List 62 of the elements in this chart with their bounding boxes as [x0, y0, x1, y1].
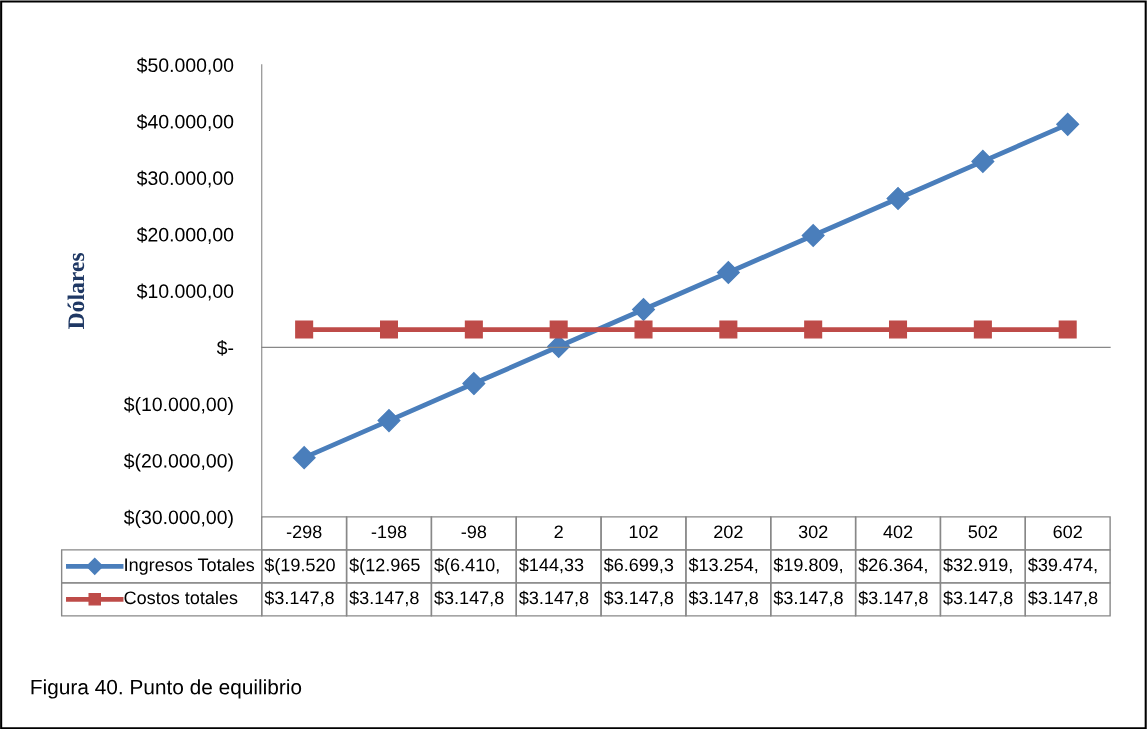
y-tick-label: $(10.000,00) — [123, 396, 233, 416]
y-axis-title: Dólares — [67, 252, 85, 329]
data-label: $39.474, — [1028, 557, 1097, 574]
data-label: $(6.410, — [434, 557, 499, 575]
data-label: $13.254, — [688, 557, 758, 574]
y-tick-label: $(20.000,00) — [123, 453, 233, 472]
x-tick-label: 102 — [629, 525, 658, 539]
data-label: $3.147,8 — [858, 590, 928, 607]
point — [549, 320, 568, 339]
data-label: $144,33 — [519, 557, 584, 574]
point — [1058, 320, 1077, 339]
data-label: $26.364, — [858, 557, 927, 574]
y-tick-label: $50.000,00 — [136, 57, 234, 75]
legend-label: Ingresos Totales — [125, 557, 255, 575]
point — [716, 260, 740, 284]
data-label: $3.147,8 — [688, 590, 758, 607]
x-tick-label: 202 — [714, 525, 743, 539]
x-tick-label: 502 — [968, 525, 998, 539]
y-tick-label: $10.000,00 — [136, 283, 234, 301]
point — [719, 320, 738, 339]
x-tick-label: 402 — [883, 525, 913, 539]
point — [295, 320, 314, 339]
y-tick-label: $(30.000,00) — [123, 509, 233, 529]
data-label: $19.809, — [773, 557, 842, 574]
data-label: $3.147,8 — [773, 590, 843, 607]
data-label: $32.919, — [943, 557, 1012, 574]
y-tick-label: $20.000,00 — [136, 227, 234, 244]
point — [973, 320, 992, 339]
x-tick-label: -98 — [461, 525, 487, 539]
point — [804, 320, 823, 339]
y-tick-label: $- — [216, 340, 234, 356]
point — [801, 223, 825, 247]
text: Figura 40. Punto de equilibrio — [31, 679, 302, 699]
point — [886, 186, 910, 210]
data-label: $3.147,8 — [434, 590, 504, 607]
x-tick-label: -298 — [286, 525, 322, 539]
point — [971, 149, 995, 173]
point — [377, 409, 401, 433]
point — [464, 320, 483, 339]
data-label: $(19.520 — [264, 557, 335, 575]
x-tick-label: 602 — [1053, 525, 1082, 539]
point — [632, 298, 656, 322]
point — [634, 320, 653, 339]
legend-label: Costos totales — [124, 590, 238, 605]
x-tick-label: 2 — [554, 525, 563, 539]
point — [292, 446, 316, 470]
point — [1056, 112, 1080, 136]
x-tick-label: 302 — [798, 525, 828, 539]
data-label: $3.147,8 — [264, 590, 334, 607]
point — [462, 372, 486, 396]
point — [888, 320, 908, 339]
data-label: $(12.965 — [349, 557, 420, 575]
data-label: $3.147,8 — [1028, 590, 1098, 607]
y-tick-label: $30.000,00 — [136, 170, 234, 188]
point — [379, 320, 399, 339]
data-label: $3.147,8 — [603, 590, 674, 607]
data-label: $3.147,8 — [349, 590, 419, 607]
data-label: $3.147,8 — [943, 590, 1013, 607]
x-tick-label: -198 — [371, 525, 407, 539]
data-label: $6.699,3 — [603, 557, 674, 574]
data-label: $3.147,8 — [519, 590, 589, 607]
y-tick-label: $40.000,00 — [136, 114, 234, 131]
